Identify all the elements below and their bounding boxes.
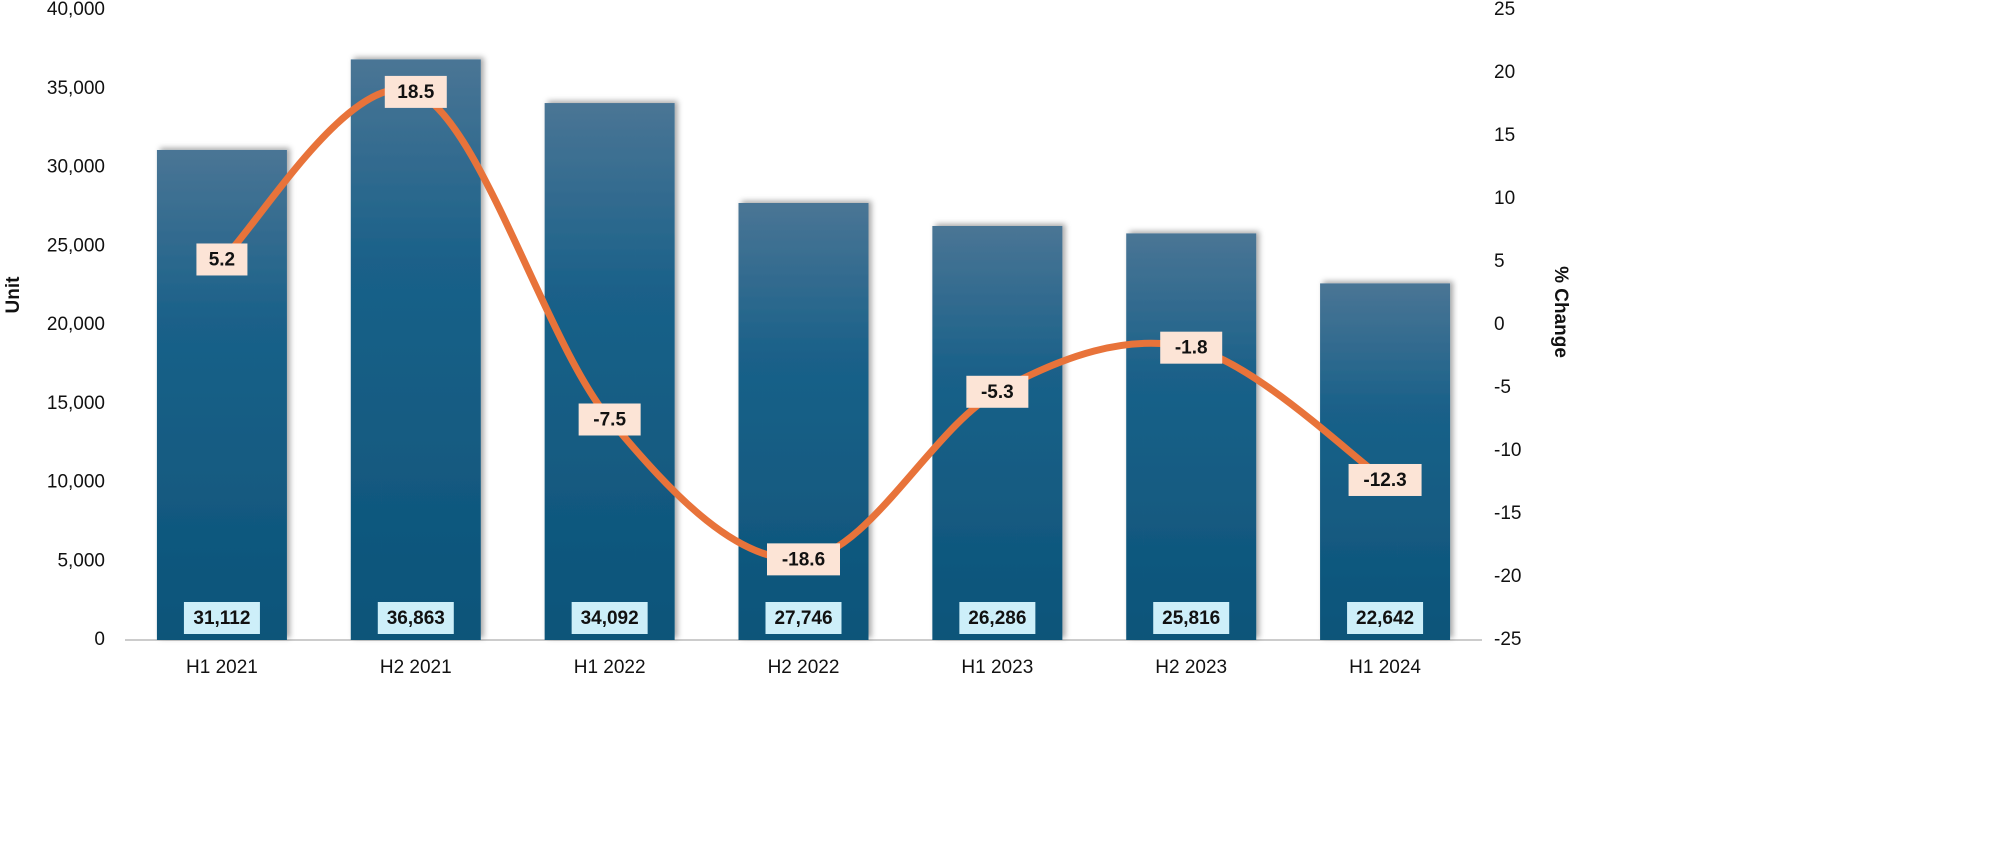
y-tick-label: 5,000 xyxy=(57,550,105,571)
y2-tick-label: 25 xyxy=(1494,0,1515,20)
data-label: 22,642 xyxy=(1356,608,1414,629)
data-label: -1.8 xyxy=(1175,338,1208,359)
y-tick-label: 15,000 xyxy=(47,393,105,414)
y-tick-label: 0 xyxy=(94,629,105,650)
data-label: -7.5 xyxy=(593,410,626,431)
data-label: 34,092 xyxy=(581,608,639,629)
y-tick-label: 25,000 xyxy=(47,235,105,256)
bar xyxy=(932,225,1063,641)
data-label: 5.2 xyxy=(209,249,235,270)
y2-tick-label: 15 xyxy=(1494,125,1515,146)
data-label: -12.3 xyxy=(1363,470,1406,491)
data-label: -18.6 xyxy=(782,549,825,570)
data-label-box xyxy=(196,243,248,276)
bar xyxy=(1126,233,1257,640)
data-label-box xyxy=(966,375,1029,408)
bar xyxy=(544,103,675,640)
y2-tick-label: 0 xyxy=(1494,314,1505,335)
y-tick-label: 35,000 xyxy=(47,78,105,99)
y-tick-label: 40,000 xyxy=(47,0,105,20)
bar xyxy=(1320,283,1451,640)
x-tick-label: H1 2022 xyxy=(574,657,646,678)
data-label: 26,286 xyxy=(968,608,1026,629)
y-tick-label: 20,000 xyxy=(47,314,105,335)
data-label-box xyxy=(959,602,1036,634)
y2-axis-title: % Change xyxy=(1550,266,1571,358)
data-label-box xyxy=(377,602,454,634)
data-label-box xyxy=(765,602,842,634)
y2-tick-label: 20 xyxy=(1494,62,1515,83)
data-label-box xyxy=(384,75,447,108)
x-tick-label: H2 2021 xyxy=(380,657,452,678)
x-tick-label: H1 2021 xyxy=(186,657,258,678)
data-label-box xyxy=(767,543,840,576)
data-label: 18.5 xyxy=(397,82,434,103)
y-axis-title: Unit xyxy=(3,276,24,314)
data-label-box xyxy=(1348,463,1422,496)
y2-tick-label: 10 xyxy=(1494,188,1515,209)
data-label: 27,746 xyxy=(774,608,832,629)
data-label-box xyxy=(183,602,260,634)
bar xyxy=(156,149,287,640)
data-label-box xyxy=(571,602,648,634)
y-tick-label: 30,000 xyxy=(47,157,105,178)
y2-tick-label: -5 xyxy=(1494,377,1511,398)
y-tick-label: 10,000 xyxy=(47,472,105,493)
x-tick-label: H2 2023 xyxy=(1155,657,1227,678)
bar xyxy=(350,59,481,640)
data-label-box xyxy=(578,403,641,436)
x-tick-label: H1 2023 xyxy=(961,657,1033,678)
data-label: 25,816 xyxy=(1162,608,1220,629)
y2-tick-label: -10 xyxy=(1494,440,1521,461)
y2-tick-label: -20 xyxy=(1494,566,1521,587)
x-tick-label: H1 2024 xyxy=(1349,657,1421,678)
data-label-box xyxy=(1160,331,1223,364)
y2-tick-label: -25 xyxy=(1494,629,1521,650)
x-tick-label: H2 2022 xyxy=(768,657,840,678)
data-label: 36,863 xyxy=(387,608,445,629)
data-label: -5.3 xyxy=(981,382,1014,403)
data-label-box xyxy=(1153,602,1230,634)
data-label: 31,112 xyxy=(193,608,250,629)
data-label-box xyxy=(1347,602,1424,634)
y2-tick-label: -15 xyxy=(1494,503,1521,524)
y2-tick-label: 5 xyxy=(1494,251,1505,272)
